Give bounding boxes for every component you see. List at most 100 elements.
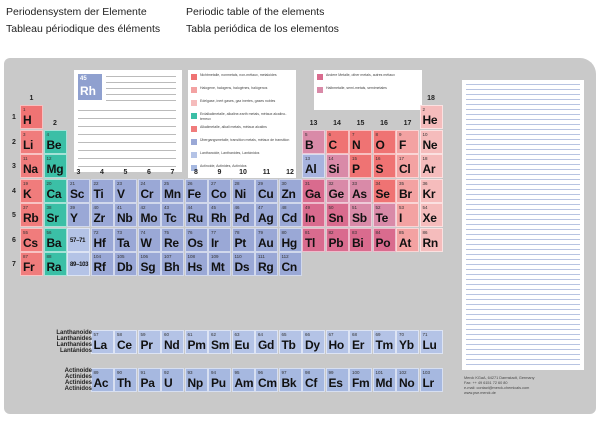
element-cell[interactable]: 30 Zn (278, 178, 302, 203)
element-cell[interactable]: 61 Pm (184, 330, 208, 354)
element-cell[interactable]: 18 Ar (419, 154, 443, 178)
element-cell[interactable]: 95 Am (231, 368, 255, 392)
element-cell[interactable]: 111 Rg (255, 252, 278, 276)
element-cell[interactable]: 26 Fe (184, 178, 208, 203)
element-cell[interactable]: 107 Bh (161, 252, 184, 276)
element-cell[interactable]: 99 Es (325, 368, 349, 392)
element-cell[interactable]: 74 W (137, 227, 161, 252)
element-cell[interactable]: 53 I (396, 203, 419, 227)
element-cell[interactable]: 104 Rf (90, 252, 114, 276)
element-cell[interactable]: 29 Cu (255, 178, 278, 203)
element-cell[interactable]: 59 Pr (137, 330, 161, 354)
element-cell[interactable]: 66 Dy (302, 330, 325, 354)
element-cell[interactable]: 12 Mg (43, 154, 67, 178)
element-cell[interactable]: 94 Pu (208, 368, 231, 392)
element-cell[interactable]: 31 Ga (302, 178, 325, 203)
element-cell[interactable]: 52 Te (372, 203, 396, 227)
element-cell[interactable]: 76 Os (184, 227, 208, 252)
element-cell[interactable]: 37 Rb (20, 203, 43, 227)
element-cell[interactable]: 78 Pt (231, 227, 255, 252)
element-cell[interactable]: 67 Ho (325, 330, 349, 354)
element-cell[interactable]: 112 Cn (278, 252, 302, 276)
element-cell[interactable]: 19 K (20, 178, 43, 203)
element-cell[interactable]: 83 Bi (349, 227, 372, 252)
element-cell[interactable]: 17 Cl (396, 154, 419, 178)
element-cell[interactable]: 93 Np (184, 368, 208, 392)
element-cell[interactable]: 25 Mn (161, 178, 184, 203)
element-cell[interactable]: 28 Ni (231, 178, 255, 203)
element-cell[interactable]: 32 Ge (325, 178, 349, 203)
element-cell[interactable]: 16 S (372, 154, 396, 178)
element-cell[interactable]: 77 Ir (208, 227, 231, 252)
element-cell[interactable]: 97 Bk (278, 368, 302, 392)
element-cell[interactable]: 50 Sn (325, 203, 349, 227)
element-cell[interactable]: 51 Sb (349, 203, 372, 227)
element-cell[interactable]: 4 Be (43, 129, 67, 154)
element-cell[interactable]: 73 Ta (114, 227, 137, 252)
element-cell[interactable]: 106 Sg (137, 252, 161, 276)
element-cell[interactable]: 90 Th (114, 368, 137, 392)
element-cell[interactable]: 84 Po (372, 227, 396, 252)
element-cell[interactable]: 41 Nb (114, 203, 137, 227)
element-cell[interactable]: 88 Ra (43, 252, 67, 276)
element-cell[interactable]: 34 Se (372, 178, 396, 203)
element-cell[interactable]: 80 Hg (278, 227, 302, 252)
element-cell[interactable]: 86 Rn (419, 227, 443, 252)
element-cell[interactable]: 40 Zr (90, 203, 114, 227)
element-cell[interactable]: 46 Pd (231, 203, 255, 227)
element-cell[interactable]: 24 Cr (137, 178, 161, 203)
element-cell[interactable]: 13 Al (302, 154, 325, 178)
element-cell[interactable]: 91 Pa (137, 368, 161, 392)
element-cell[interactable]: 64 Gd (255, 330, 278, 354)
element-cell[interactable]: 45 Rh (208, 203, 231, 227)
element-cell[interactable]: 79 Au (255, 227, 278, 252)
element-cell[interactable]: 43 Tc (161, 203, 184, 227)
element-cell[interactable]: 48 Cd (278, 203, 302, 227)
element-cell[interactable]: 87 Fr (20, 252, 43, 276)
element-cell[interactable]: 62 Sm (208, 330, 231, 354)
element-cell[interactable]: 98 Cf (302, 368, 325, 392)
element-cell[interactable]: 103 Lr (419, 368, 443, 392)
element-cell[interactable]: 36 Kr (419, 178, 443, 203)
element-cell[interactable]: 75 Re (161, 227, 184, 252)
element-cell[interactable]: 21 Sc (67, 178, 90, 203)
element-cell[interactable]: 39 Y (67, 203, 90, 227)
element-cell[interactable]: 60 Nd (161, 330, 184, 354)
element-cell[interactable]: 44 Ru (184, 203, 208, 227)
element-cell[interactable]: 82 Pb (325, 227, 349, 252)
element-cell[interactable]: 70 Yb (396, 330, 419, 354)
element-cell[interactable]: 3 Li (20, 129, 43, 154)
element-cell[interactable]: 2 He (419, 105, 443, 129)
element-cell[interactable]: 14 Si (325, 154, 349, 178)
element-cell[interactable]: 55 Cs (20, 227, 43, 252)
element-cell[interactable]: 69 Tm (372, 330, 396, 354)
element-cell[interactable]: 110 Ds (231, 252, 255, 276)
element-cell[interactable]: 10 Ne (419, 129, 443, 154)
element-cell[interactable]: 72 Hf (90, 227, 114, 252)
element-cell[interactable]: 89 Ac (90, 368, 114, 392)
element-cell[interactable]: 23 V (114, 178, 137, 203)
element-cell[interactable]: 71 Lu (419, 330, 443, 354)
element-cell[interactable]: 49 In (302, 203, 325, 227)
element-cell[interactable]: 96 Cm (255, 368, 278, 392)
element-cell[interactable]: 81 Tl (302, 227, 325, 252)
element-cell[interactable]: 102 No (396, 368, 419, 392)
element-cell[interactable]: 100 Fm (349, 368, 372, 392)
element-cell[interactable]: 27 Co (208, 178, 231, 203)
element-cell[interactable]: 101 Md (372, 368, 396, 392)
element-cell[interactable]: 56 Ba (43, 227, 67, 252)
element-cell[interactable]: 68 Er (349, 330, 372, 354)
element-cell[interactable]: 47 Ag (255, 203, 278, 227)
element-cell[interactable]: 20 Ca (43, 178, 67, 203)
element-cell[interactable]: 92 U (161, 368, 184, 392)
element-cell[interactable]: 65 Tb (278, 330, 302, 354)
element-cell[interactable]: 105 Db (114, 252, 137, 276)
element-cell[interactable]: 42 Mo (137, 203, 161, 227)
element-cell[interactable]: 109 Mt (208, 252, 231, 276)
element-cell[interactable]: 11 Na (20, 154, 43, 178)
element-cell[interactable]: 63 Eu (231, 330, 255, 354)
